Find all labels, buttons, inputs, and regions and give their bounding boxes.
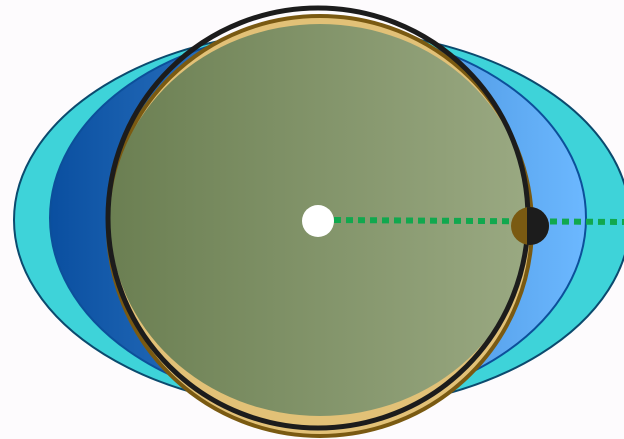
- center-point: [302, 205, 334, 237]
- dashed-radius-line: [333, 217, 624, 225]
- end-point-marker: [511, 207, 549, 245]
